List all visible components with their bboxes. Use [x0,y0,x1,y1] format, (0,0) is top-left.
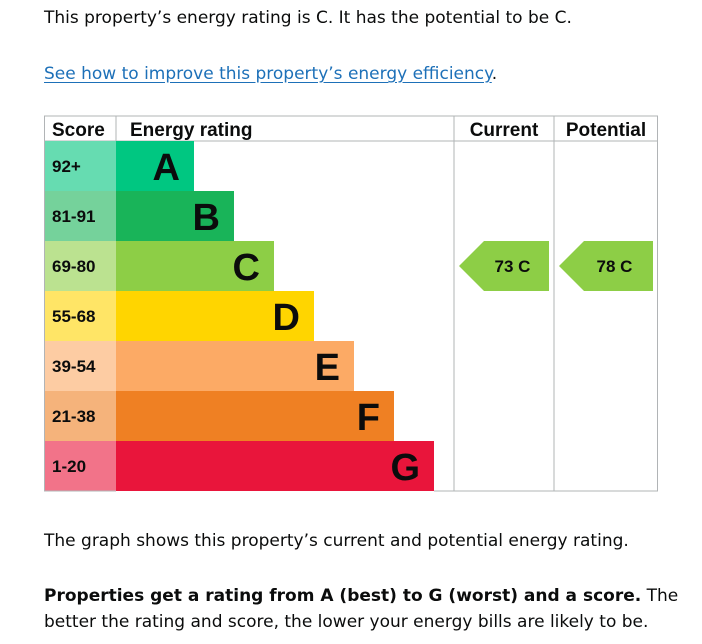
header-score: Score [52,120,105,141]
current-rating-arrow [459,241,549,291]
score-cell-g [44,441,116,491]
score-range-e: 39-54 [52,357,96,376]
band-bar-d [116,291,314,341]
score-cell-b [44,191,116,241]
summary-bold: Properties get a rating from A (best) to… [44,586,642,606]
band-bar-f [116,391,394,441]
band-bar-e [116,341,354,391]
score-range-d: 55-68 [52,307,95,326]
improve-efficiency-link[interactable]: See how to improve this property’s energ… [44,64,492,84]
band-bar-a [116,141,194,191]
band-letter-a: A [153,147,180,189]
header-current: Current [470,120,539,141]
rating-summary: Properties get a rating from A (best) to… [44,583,684,635]
link-trailing-period: . [491,64,498,84]
score-range-a: 92+ [52,157,81,176]
potential-rating-label: 78 C [597,257,633,276]
intro-text: This property’s energy rating is C. It h… [44,8,572,28]
potential-rating-arrow [559,241,653,291]
band-letter-f: F [357,397,380,439]
summary-rest: The better the rating and score, the low… [44,586,679,632]
band-bar-c [116,241,274,291]
score-range-b: 81-91 [52,207,95,226]
score-cell-c [44,241,116,291]
score-range-c: 69-80 [52,257,95,276]
band-bar-b [116,191,234,241]
band-letter-c: C [233,247,260,289]
score-range-g: 1-20 [52,457,86,476]
score-cell-d [44,291,116,341]
score-range-f: 21-38 [52,407,95,426]
band-letter-d: D [273,297,300,339]
header-potential: Potential [566,120,646,141]
band-letter-g: G [390,447,420,489]
energy-rating-chart: Score Energy rating Current Potential 92+ A 81… [44,115,658,492]
score-cell-f [44,391,116,441]
current-rating-label: 73 C [495,257,531,276]
graph-caption: The graph shows this property’s current … [44,531,629,551]
header-energy-rating: Energy rating [130,120,252,141]
score-cell-e [44,341,116,391]
improve-paragraph: See how to improve this property’s energ… [44,61,497,87]
score-cell-a [44,141,116,191]
band-letter-e: E [315,347,340,389]
band-bar-g [116,441,434,491]
band-letter-b: B [193,197,220,239]
